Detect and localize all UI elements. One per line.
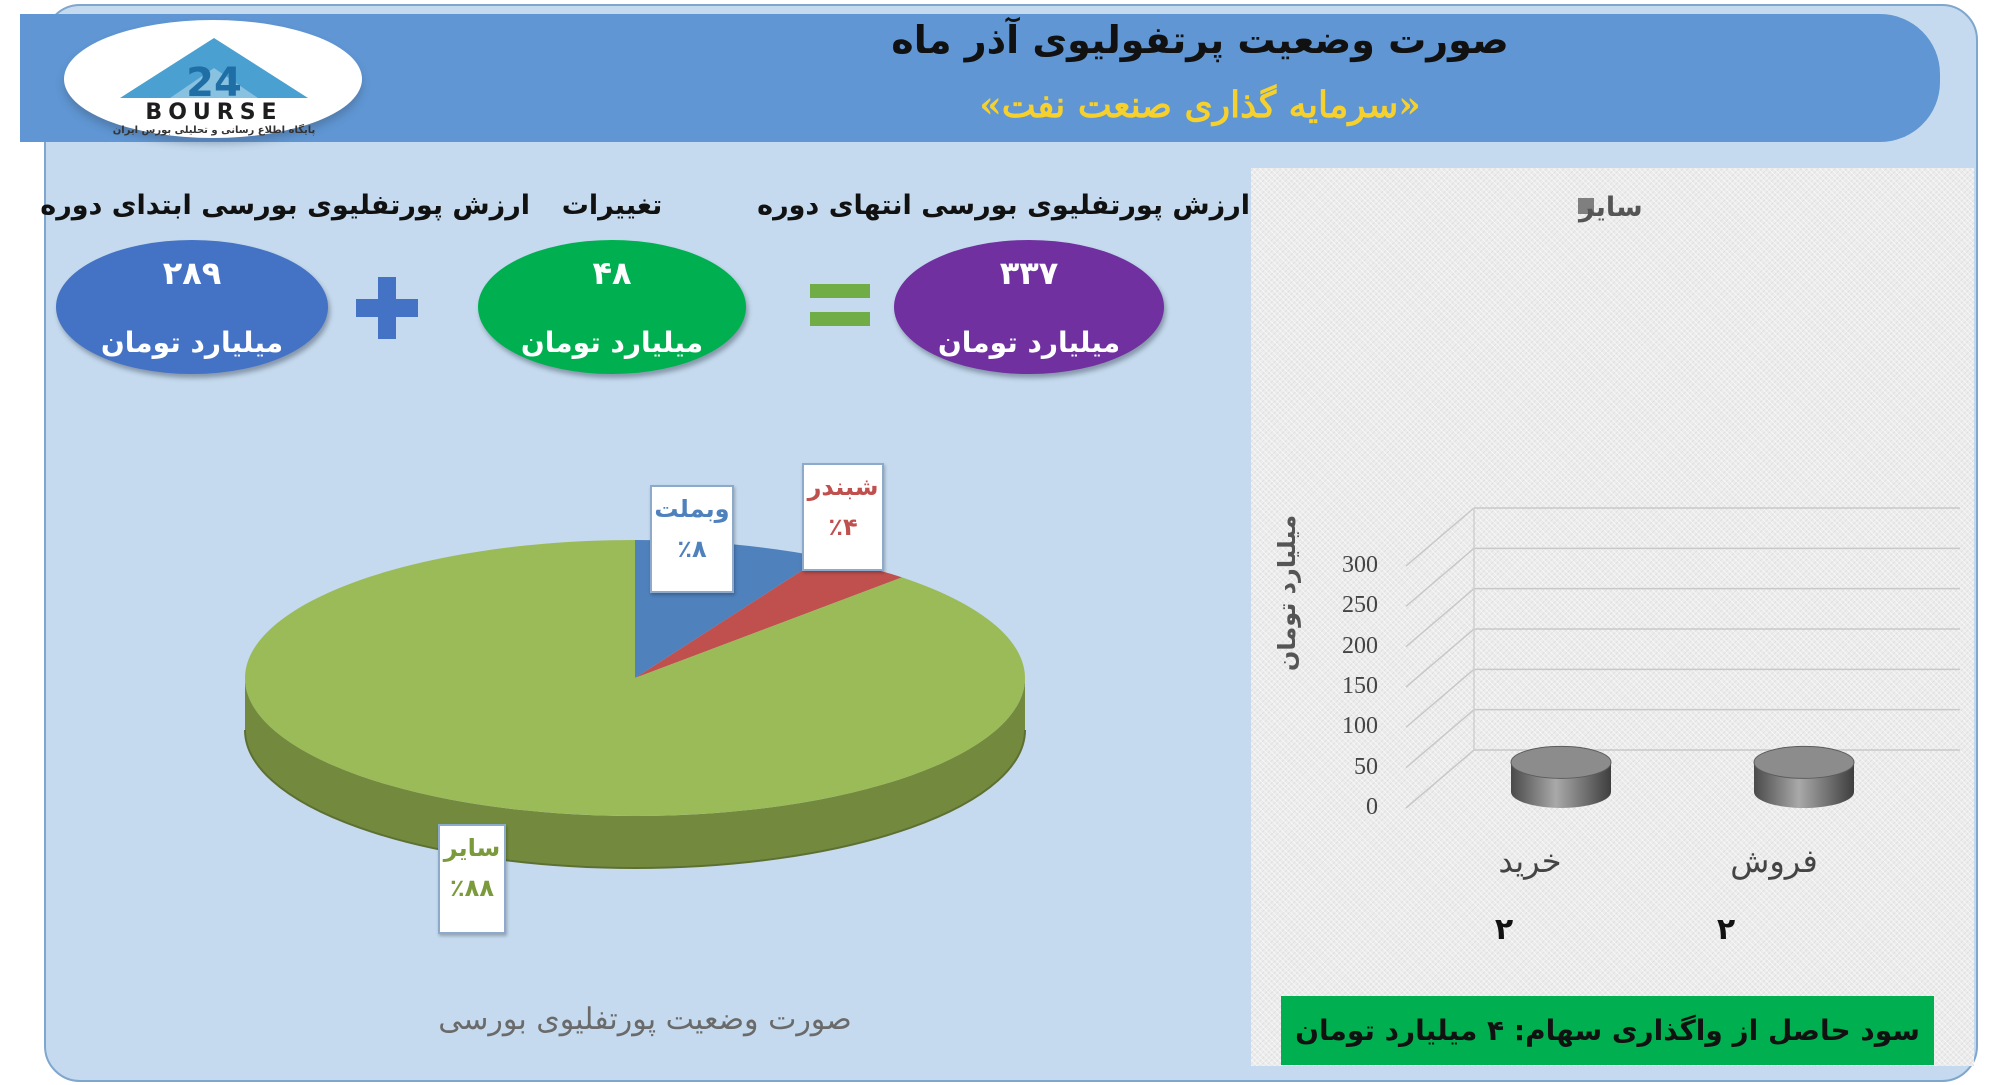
kpi-change-ellipse: ۴۸ میلیارد تومان	[478, 240, 746, 374]
pie-slice-شبندر	[635, 557, 902, 678]
kpi-start-label: ارزش پورتفلیوی بورسی ابتدای دوره	[40, 190, 530, 221]
grid-line-depth	[1405, 668, 1475, 728]
pie-3d-side	[245, 678, 1025, 868]
logo-text: BOURSE	[145, 100, 282, 125]
bar-cylinder-top	[1753, 745, 1855, 779]
logo-mark: 24 BOURSE پایگاه اطلاع رسانی و تحلیلی بو…	[113, 38, 316, 136]
pie-label-value: ٪۸	[677, 535, 707, 563]
page-subtitle: «سرمایه گذاری صنعت نفت»	[979, 84, 1421, 126]
kpi-change-label: تغییرات	[561, 190, 663, 221]
pie-label-value: ٪۸۸	[450, 874, 494, 902]
logo-tagline: پایگاه اطلاع رسانی و تحلیلی بورس ایران	[113, 123, 316, 136]
y-tick-label: 0	[1366, 794, 1378, 820]
pie-label-other: سایر ٪۸۸	[438, 824, 506, 934]
pie-label-name: وبملت	[654, 495, 730, 523]
kpi-start-ellipse: ۲۸۹ میلیارد تومان	[56, 240, 328, 374]
kpi-end-value: ۳۳۷	[999, 254, 1059, 292]
y-tick-label: 50	[1354, 753, 1378, 780]
logo-number: 24	[186, 60, 242, 106]
bar-chart-panel	[1251, 168, 1974, 1066]
kpi-end-unit: میلیارد تومان	[937, 326, 1121, 359]
pie-label-shabandar: شبندر ٪۴	[802, 463, 884, 571]
kpi-change-unit: میلیارد تومان	[520, 326, 704, 359]
kpi-end-label: ارزش پورتفلیوی بورسی انتهای دوره	[757, 190, 1250, 221]
category-label-sell: فروش	[1730, 842, 1818, 880]
bar-cylinder-top	[1510, 745, 1612, 779]
legend-swatch	[1578, 198, 1594, 214]
pie-slice-سایر	[245, 540, 1026, 817]
kpi-start-value: ۲۸۹	[162, 254, 222, 292]
plus-sign-vertical	[378, 277, 396, 339]
category-value-sell: ۲	[1716, 912, 1736, 947]
category-value-buy: ۲	[1494, 912, 1514, 947]
logo: 24 BOURSE پایگاه اطلاع رسانی و تحلیلی بو…	[64, 20, 362, 138]
equals-sign	[810, 284, 870, 298]
kpi-change-value: ۴۸	[592, 254, 632, 292]
grid-line-depth	[1405, 547, 1475, 607]
kpi-start-unit: میلیارد تومان	[100, 326, 284, 359]
y-tick-label: 200	[1342, 632, 1378, 659]
pie-chart	[244, 540, 1026, 869]
grid-line-depth	[1405, 749, 1475, 809]
category-label-buy: خرید	[1498, 842, 1562, 880]
pie-label-name: سایر	[443, 834, 501, 862]
legend-label: سایر	[1579, 192, 1643, 223]
grid-line-depth	[1405, 628, 1475, 688]
y-tick-label: 150	[1342, 672, 1378, 699]
pie-label-value: ٪۴	[828, 513, 858, 541]
pie-label-name: شبندر	[807, 473, 879, 501]
y-tick-label: 100	[1342, 713, 1378, 740]
y-tick-label: 300	[1342, 551, 1378, 578]
y-tick-label: 250	[1342, 592, 1378, 619]
kpi-end-ellipse: ۳۳۷ میلیارد تومان	[894, 240, 1164, 374]
pie-label-vbmellat: وبملت ٪۸	[650, 485, 734, 593]
pie-chart-title: صورت وضعیت پورتفلیوی بورسی	[438, 1002, 852, 1037]
page-title: صورت وضعیت پرتفولیوی آذر ماه	[891, 18, 1509, 62]
grid-line-depth	[1405, 588, 1475, 648]
profit-banner: سود حاصل از واگذاری سهام: ۴ میلیارد توما…	[1281, 996, 1934, 1065]
grid-line-depth	[1405, 709, 1475, 769]
pie-3d-edge	[244, 729, 1026, 869]
equals-sign-lower	[810, 312, 870, 326]
grid-line-depth	[1405, 507, 1475, 567]
